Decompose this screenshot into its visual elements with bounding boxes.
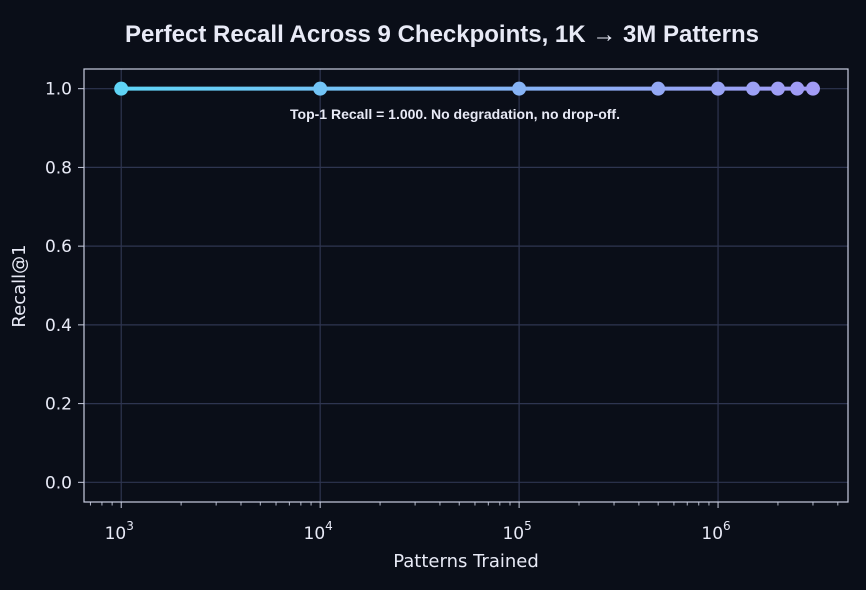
x-tick-exponent: 5 xyxy=(524,519,532,533)
x-tick-exponent: 6 xyxy=(723,519,731,533)
x-tick-label: 104 xyxy=(304,519,333,544)
data-point xyxy=(746,81,761,96)
data-point xyxy=(770,81,785,96)
x-tick-exponent: 3 xyxy=(126,519,134,533)
y-axis-label: Recall@1 xyxy=(9,244,30,327)
x-tick-label: 103 xyxy=(105,519,134,544)
data-point xyxy=(651,81,666,96)
data-point xyxy=(512,81,527,96)
grid-lines xyxy=(84,69,848,502)
y-tick-label: 1.0 xyxy=(45,80,72,100)
annotation-text: Top-1 Recall = 1.000. No degradation, no… xyxy=(290,106,620,122)
y-tick-label: 0.4 xyxy=(45,316,72,336)
x-tick-exponent: 4 xyxy=(325,519,333,533)
data-point xyxy=(114,81,129,96)
data-point xyxy=(711,81,726,96)
labels: Perfect Recall Across 9 Checkpoints, 1K … xyxy=(9,21,759,572)
data-point xyxy=(805,81,820,96)
x-tick-base: 10 xyxy=(105,524,127,544)
y-tick-label: 0.8 xyxy=(45,158,72,178)
y-tick-label: 0.2 xyxy=(45,395,72,415)
data-point xyxy=(790,81,805,96)
x-tick-base: 10 xyxy=(502,524,524,544)
x-tick-base: 10 xyxy=(701,524,723,544)
y-tick-label: 0.0 xyxy=(45,473,72,493)
data-point xyxy=(313,81,328,96)
series-recall xyxy=(114,81,820,96)
chart-title: Perfect Recall Across 9 Checkpoints, 1K … xyxy=(125,21,759,48)
x-tick-label: 106 xyxy=(701,519,730,544)
x-tick-label: 105 xyxy=(502,519,531,544)
x-tick-base: 10 xyxy=(304,524,326,544)
plot-frame xyxy=(83,68,849,503)
x-axis-label: Patterns Trained xyxy=(393,551,539,572)
y-tick-label: 0.6 xyxy=(45,237,72,257)
